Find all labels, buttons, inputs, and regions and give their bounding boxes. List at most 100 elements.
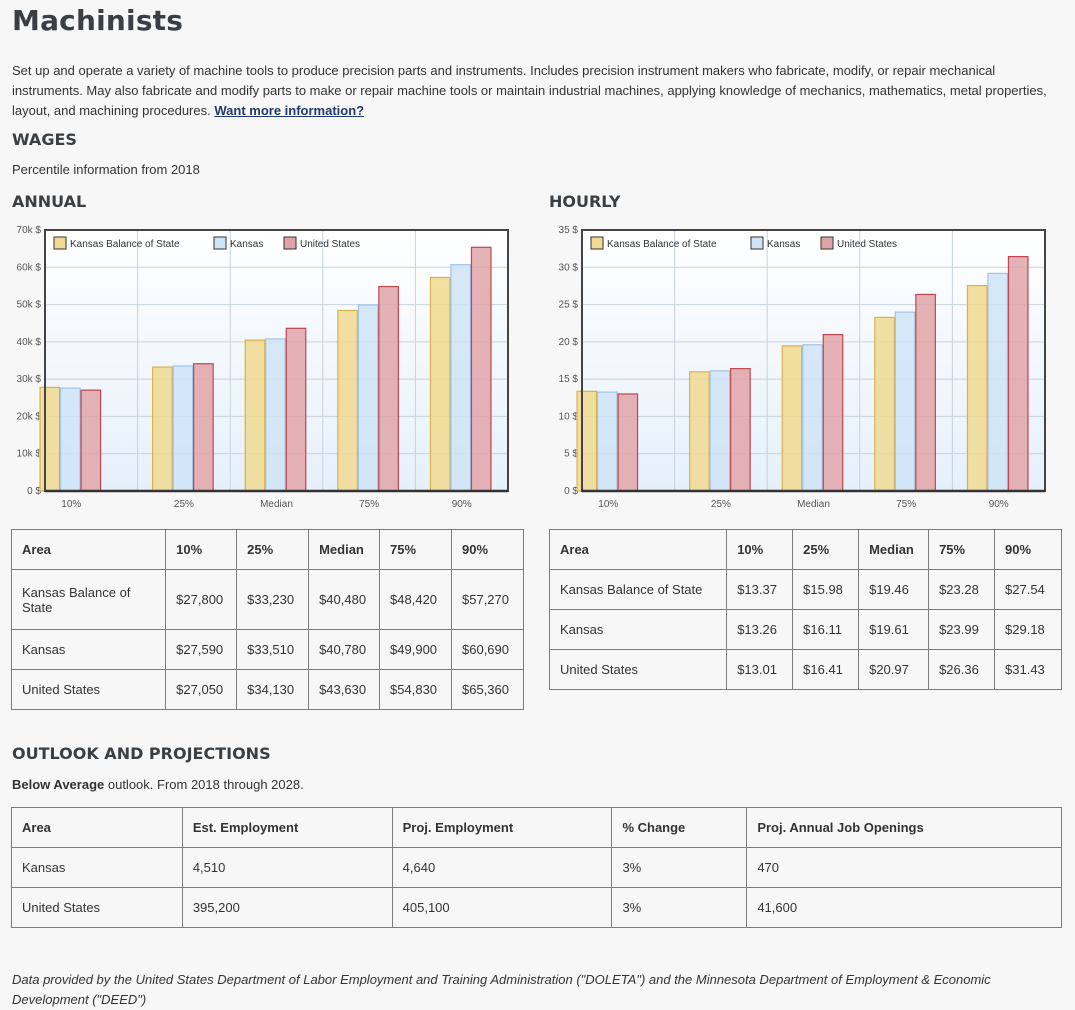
column-header: 10% [165,529,238,570]
bar [874,316,895,492]
legend-swatch [750,236,764,250]
table-cell: 395,200 [181,887,393,928]
bar [193,363,214,492]
table-cell: $19.46 [858,569,930,610]
column-header: 10% [726,529,794,570]
bar [781,345,803,492]
table-cell: $57,270 [451,569,524,630]
bar [966,285,988,492]
bar [915,293,936,492]
table-row: United States $27,050 $34,130 $43,630 $54,83… [10,669,524,710]
y-tick-label: 30 $ [559,262,579,273]
table-cell: $33,510 [236,629,310,670]
legend-label: Kansas Balance of State [70,239,180,250]
column-header: Proj. Annual Job Openings [746,807,1062,848]
legend-label: Kansas [767,239,800,250]
bar [730,368,751,492]
table-cell: $16.11 [792,609,860,650]
y-tick-label: 35 $ [559,225,579,236]
legend-swatch [53,236,67,250]
table-cell: $65,360 [451,669,524,710]
bar [617,393,639,492]
table-cell: $27,800 [165,569,238,630]
table-cell: $40,480 [308,569,381,630]
row-area-cell: Kansas Balance of State [10,569,167,630]
column-header: 75% [928,529,996,570]
bar [172,365,194,492]
table-cell: $23.28 [928,569,996,610]
table-cell: $31.43 [994,649,1062,690]
legend-label: Kansas [230,239,263,250]
description-text: Set up and operate a variety of machine … [12,63,1047,118]
table-cell: $29.18 [994,609,1062,650]
table-row: Kansas $27,590 $33,510 $40,780 $49,900 $60,69… [10,629,524,670]
table-cell: 3% [611,887,748,928]
annual-wage-table: Area 10% 25% Median 75% 90% Kansas Balance of… [10,529,524,710]
table-cell: $33,230 [236,569,310,630]
outlook-heading: OUTLOOK AND PROJECTIONS [12,744,271,763]
row-area-cell: United States [10,669,167,710]
table-cell: 3% [611,847,748,888]
table-cell: $13.01 [726,649,794,690]
outlook-table: Area Est. Employment Proj. Employment% Cha… [11,807,1062,928]
x-tick-label: 75% [359,499,379,510]
x-tick-label: Median [797,499,830,510]
y-tick-label: 25 $ [559,300,579,311]
bar [244,339,266,492]
x-tick-label: 90% [452,499,472,510]
column-header: 75% [379,529,452,570]
column-header: Area [548,529,728,570]
row-area-cell: Kansas [548,609,728,650]
wages-note: Percentile information from 2018 [12,162,200,177]
table-cell: 4,510 [181,847,393,888]
bar [59,387,81,492]
y-tick-label: 10 $ [559,411,579,422]
table-cell: $13.37 [726,569,794,610]
bar [894,311,916,492]
table-cell: $54,830 [379,669,452,710]
bar [285,327,307,492]
column-header: Proj. Employment [391,807,613,848]
legend-label: United States [300,239,360,250]
bar [709,370,731,492]
row-area-cell: United States [548,649,728,690]
bar [337,309,358,492]
bar [39,386,61,492]
legend-swatch [283,236,297,250]
y-tick-label: 20k $ [17,411,42,422]
legend-swatch [590,236,604,250]
table-cell: $40,780 [308,629,381,670]
hourly-heading: HOURLY [549,192,621,211]
table-cell: $19.61 [858,609,930,650]
x-tick-label: Median [260,499,293,510]
bar [378,285,399,492]
column-header: Median [308,529,381,570]
table-header-row: Area 10% 25% Median 75% 90% [10,529,524,570]
table-row: Kansas Balance of State $27,800 $33,230 $40… [10,569,524,630]
column-header: Est. Employment [181,807,393,848]
bar [1007,256,1029,492]
table-row: United States 395,200 405,100 3% 41,600 [11,887,1062,928]
bar [80,389,102,492]
bar [429,276,451,492]
table-cell: $49,900 [379,629,452,670]
more-info-link[interactable]: Want more information? [214,103,365,118]
x-tick-label: 25% [711,499,731,510]
table-cell: 41,600 [746,887,1062,928]
bar [822,334,844,492]
x-tick-label: 25% [174,499,194,510]
bar [987,272,1009,492]
data-source-footnote: Data provided by the United States Depar… [12,972,991,1007]
row-area-cell: Kansas Balance of State [548,569,728,610]
row-area-cell: Kansas [11,847,183,888]
page-title: Machinists [12,4,184,37]
table-header-row: Area Est. Employment Proj. Employment% Cha… [11,807,1062,848]
column-header: 90% [451,529,524,570]
table-cell: $48,420 [379,569,452,630]
table-header-row: Area 10% 25% Median 75% 90% [548,529,1062,570]
table-cell: $34,130 [236,669,310,710]
y-tick-label: 5 $ [564,449,578,460]
row-area-cell: Kansas [10,629,167,670]
legend-swatch [820,236,834,250]
table-cell: 405,100 [391,887,613,928]
